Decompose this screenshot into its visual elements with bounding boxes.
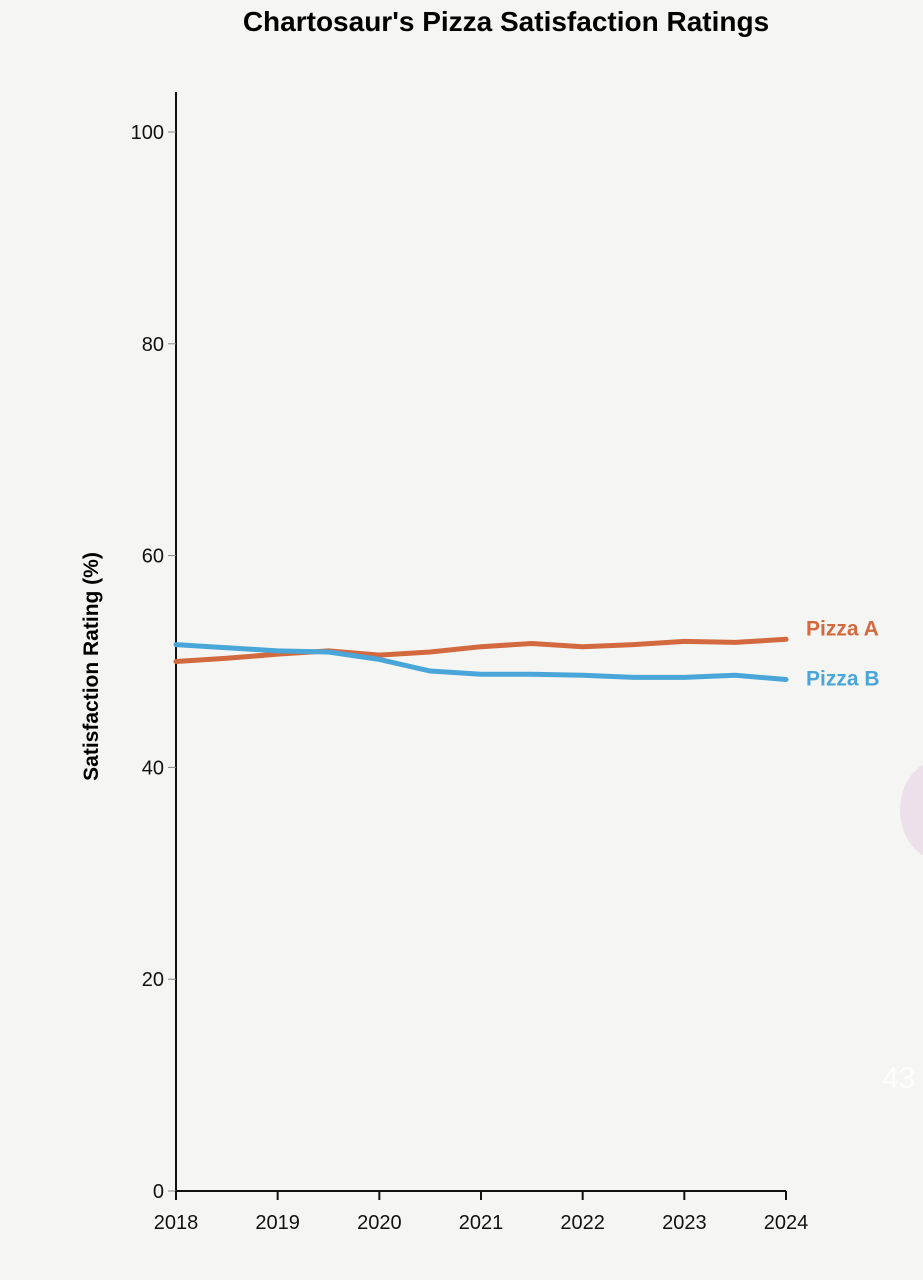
x-tick-label: 2020 — [357, 1212, 402, 1234]
x-tick-label: 2023 — [662, 1212, 707, 1234]
floating-widget-bubble[interactable] — [900, 760, 923, 860]
y-tick-label: 80 — [142, 334, 164, 356]
y-tick-label: 20 — [142, 969, 164, 991]
x-tick-label: 2019 — [255, 1212, 300, 1234]
chart-title: Chartosaur's Pizza Satisfaction Ratings — [242, 6, 770, 37]
series-label-pizza-b: Pizza B — [806, 668, 880, 691]
x-tick-label: 2024 — [764, 1212, 809, 1234]
y-tick-label: 40 — [142, 757, 164, 779]
series-label-pizza-a: Pizza A — [806, 617, 879, 640]
x-tick-label: 2018 — [154, 1212, 199, 1234]
y-tick-label: 100 — [131, 122, 164, 144]
x-tick-label: 2022 — [560, 1212, 605, 1234]
y-tick-label: 0 — [153, 1181, 164, 1203]
y-axis-label: Satisfaction Rating (%) — [80, 552, 103, 781]
overlay-counter: 43 — [882, 1062, 916, 1095]
series-line-pizza-a — [173, 636, 789, 664]
series-line-pizza-b — [173, 642, 789, 682]
x-tick-label: 2021 — [459, 1212, 504, 1234]
y-tick-label: 60 — [142, 546, 164, 568]
